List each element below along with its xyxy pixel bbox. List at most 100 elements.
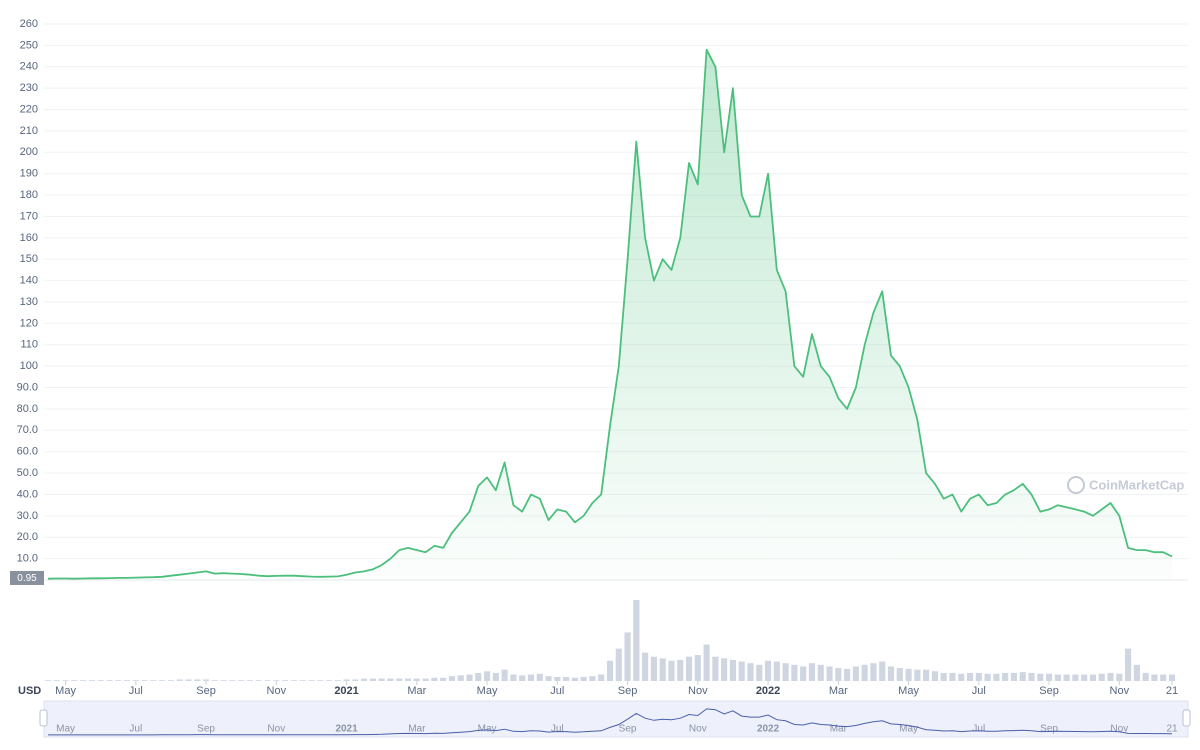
x-tick-label: 21 [1166, 685, 1178, 697]
navigator-label: Nov [1110, 724, 1128, 735]
volume-bar [624, 632, 631, 681]
volume-bar [194, 679, 201, 681]
navigator[interactable] [43, 700, 1189, 738]
y-tick-label: 90.0 [17, 381, 38, 393]
y-tick-label: 70.0 [17, 424, 38, 436]
volume-bar [422, 678, 429, 681]
volume-bar [431, 677, 438, 681]
x-tick-label: Jul [129, 685, 143, 697]
volume-bar [176, 679, 183, 681]
y-tick-label: 130 [20, 296, 38, 308]
volume-bar [483, 671, 491, 681]
navigator-label: Jul [972, 724, 985, 735]
volume-bar [791, 664, 798, 681]
volume-bar [466, 674, 473, 681]
volume-bar [650, 656, 657, 681]
y-tick-label: 190 [20, 168, 38, 180]
y-tick-label: 260 [20, 18, 38, 30]
volume-bar [721, 658, 728, 681]
x-tick-label: May [55, 685, 76, 697]
volume-bar [773, 661, 780, 681]
volume-bar [413, 678, 420, 681]
volume-bar [167, 680, 175, 681]
volume-bar [1019, 672, 1026, 681]
y-tick-label: 160 [20, 232, 38, 244]
navigator-handle-right[interactable] [1182, 709, 1191, 727]
volume-bar [817, 664, 824, 681]
volume-bar [844, 668, 851, 681]
volume-bar [1160, 674, 1167, 681]
y-tick-label: 20.0 [17, 531, 38, 543]
y-tick-label: 250 [20, 39, 38, 51]
y-tick-label: 110 [20, 339, 38, 351]
volume-bar [211, 680, 218, 681]
volume-bar [738, 661, 745, 681]
volume-bar [475, 672, 482, 681]
volume-bar [457, 675, 464, 681]
navigator-label: May [56, 724, 75, 735]
volume-bar [378, 678, 385, 681]
volume-bar [62, 680, 69, 681]
navigator-label: Sep [197, 724, 215, 735]
navigator-label: May [478, 724, 497, 735]
volume-bar [115, 680, 122, 681]
volume-bar [1089, 674, 1097, 681]
navigator-handle-left[interactable] [39, 709, 48, 727]
volume-bar [852, 666, 859, 681]
x-tick-label: May [898, 685, 919, 697]
y-tick-label: 200 [20, 146, 38, 158]
volume-bar [1151, 674, 1158, 681]
y-tick-label: 180 [20, 189, 38, 201]
x-tick-label: May [477, 685, 498, 697]
volume-bar [1107, 672, 1114, 681]
price-area [48, 49, 1172, 580]
volume-bar [238, 680, 245, 681]
volume-bar [861, 664, 868, 681]
volume-bar [97, 680, 104, 681]
volume-bar [949, 672, 956, 681]
volume-bar [764, 660, 772, 681]
navigator-label: Nov [689, 724, 707, 735]
volume-bar [1142, 672, 1149, 681]
watermark: CoinMarketCap [1067, 476, 1184, 494]
volume-bar [202, 679, 210, 681]
y-tick-label: 150 [20, 253, 38, 265]
volume-bar [1081, 674, 1088, 681]
volume-bar [940, 672, 947, 681]
volume-bar [1028, 672, 1035, 681]
volume-bar [501, 669, 508, 681]
x-tick-label: Sep [1039, 685, 1059, 697]
volume-bar [975, 672, 982, 681]
y-tick-label: 120 [20, 317, 38, 329]
navigator-label: Sep [619, 724, 637, 735]
volume-bar [44, 680, 52, 681]
volume-bar [308, 680, 315, 681]
x-tick-label: Nov [1110, 685, 1130, 697]
x-tick-label: Nov [688, 685, 708, 697]
volume-bar [685, 656, 693, 681]
volume-bar [536, 673, 543, 681]
volume-bar [255, 680, 262, 681]
y-tick-label: 50.0 [17, 467, 38, 479]
volume-bar [273, 680, 280, 681]
navigator-label: Mar [408, 724, 426, 735]
volume-bar [80, 680, 87, 681]
volume-bar [159, 680, 166, 681]
navigator-label: Mar [830, 724, 848, 735]
x-tick-label: 2021 [334, 685, 358, 697]
volume-bar [387, 678, 394, 681]
x-tick-label: Jul [972, 685, 986, 697]
volume-bar [1054, 674, 1061, 681]
volume-bar [563, 676, 570, 681]
volume-bar [668, 660, 675, 681]
volume-bar [703, 644, 710, 681]
navigator-label: 2021 [335, 724, 358, 735]
volume-bar [440, 677, 447, 681]
volume-bar [887, 666, 895, 681]
volume-bar [1125, 648, 1132, 681]
currency-label: USD [18, 685, 41, 697]
volume-bar [369, 678, 376, 681]
price-marker [10, 570, 44, 585]
volume-bar [931, 671, 938, 681]
